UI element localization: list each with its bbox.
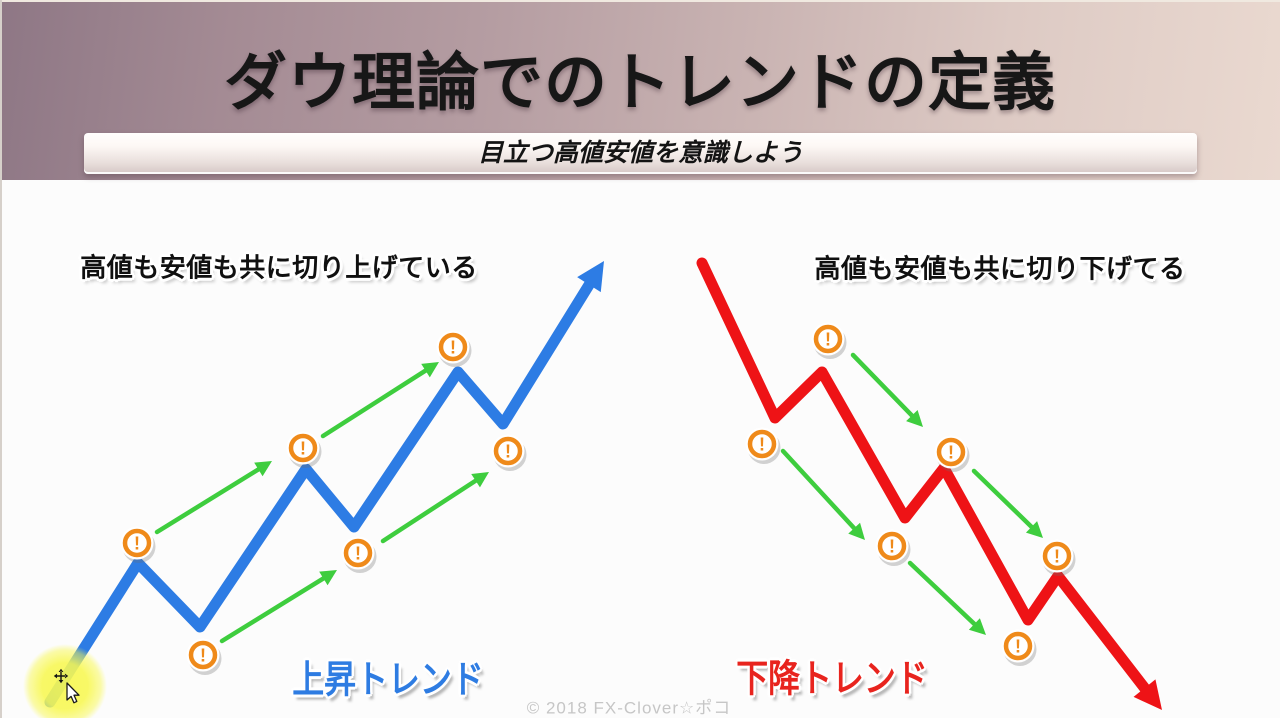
green-trend-arrowhead	[906, 409, 923, 427]
exclamation-marker-icon: !	[1040, 539, 1076, 576]
exclamation-marker-icon: !	[934, 435, 970, 472]
green-trend-arrowhead	[254, 461, 272, 477]
green-trend-arrow	[780, 448, 860, 535]
svg-text:!: !	[200, 646, 206, 666]
exclamation-marker-icon: !	[186, 638, 222, 675]
svg-text:!: !	[825, 330, 831, 350]
exclamation-marker-icon: !	[436, 330, 472, 367]
exclamation-marker-icon: !	[875, 529, 911, 566]
svg-text:!: !	[889, 537, 895, 557]
svg-text:!: !	[134, 534, 140, 554]
exclamation-marker-icon: !	[120, 526, 156, 563]
subtitle-text: 目立つ高値安値を意識しよう	[477, 139, 803, 167]
watermark: © 2018 FX-Clover☆ポコ	[526, 698, 732, 718]
green-trend-arrowhead	[421, 362, 439, 378]
arrow-cursor-icon	[66, 682, 80, 704]
green-trend-arrow	[971, 468, 1038, 533]
green-trend-arrowhead	[1025, 521, 1043, 538]
downtrend-line-arrowhead	[1133, 679, 1162, 710]
downtrend-line	[696, 257, 1156, 701]
exclamation-marker-icon: !	[491, 434, 527, 471]
green-trend-arrow	[380, 475, 483, 544]
green-trend-arrowhead	[968, 618, 986, 635]
move-cross-icon	[53, 668, 69, 684]
highlight-circle	[23, 644, 107, 718]
svg-text:!: !	[1054, 547, 1060, 567]
green-trend-arrowhead	[319, 570, 337, 586]
green-trend-arrow	[320, 365, 432, 439]
downtrend-label: 下降トレンド	[736, 658, 928, 701]
exclamation-marker-icon: !	[811, 322, 847, 359]
video-left-edge	[0, 0, 2, 718]
subtitle-band: 目立つ高値安値を意識しよう	[84, 133, 1197, 174]
svg-text:!: !	[1015, 637, 1021, 657]
green-trend-arrow	[219, 573, 330, 644]
green-trend-arrowhead	[471, 472, 489, 488]
svg-text:!: !	[948, 443, 954, 463]
exclamation-marker-icon: !	[745, 427, 781, 464]
exclamation-marker-icon: !	[286, 431, 322, 468]
exclamation-marker-icon: !	[1001, 629, 1037, 666]
green-trend-arrow	[154, 464, 265, 535]
svg-text:!: !	[300, 439, 306, 459]
green-trend-arrow	[907, 560, 981, 630]
svg-text:!: !	[355, 544, 361, 564]
header-band: ダウ理論でのトレンドの定義 目立つ高値安値を意識しよう	[0, 0, 1280, 180]
page-title: ダウ理論でのトレンドの定義	[224, 48, 1056, 118]
green-trend-arrow	[850, 352, 918, 422]
exclamation-marker-icon: !	[341, 536, 377, 573]
uptrend-line-arrowhead	[577, 261, 604, 293]
downtrend-group: !!!!!!	[696, 257, 1162, 710]
downtrend-annotation: 高値も安値も共に切り下げてる	[814, 253, 1186, 284]
uptrend-label: 上昇トレンド	[292, 659, 484, 702]
uptrend-group: !!!!!!	[44, 261, 604, 708]
svg-text:!: !	[759, 435, 765, 455]
svg-text:!: !	[505, 442, 511, 462]
uptrend-line	[44, 266, 603, 708]
green-trend-arrowhead	[848, 522, 865, 540]
mouse-cursor	[53, 668, 80, 704]
svg-text:!: !	[450, 338, 456, 358]
uptrend-annotation: 高値も安値も共に切り上げている	[80, 252, 478, 283]
